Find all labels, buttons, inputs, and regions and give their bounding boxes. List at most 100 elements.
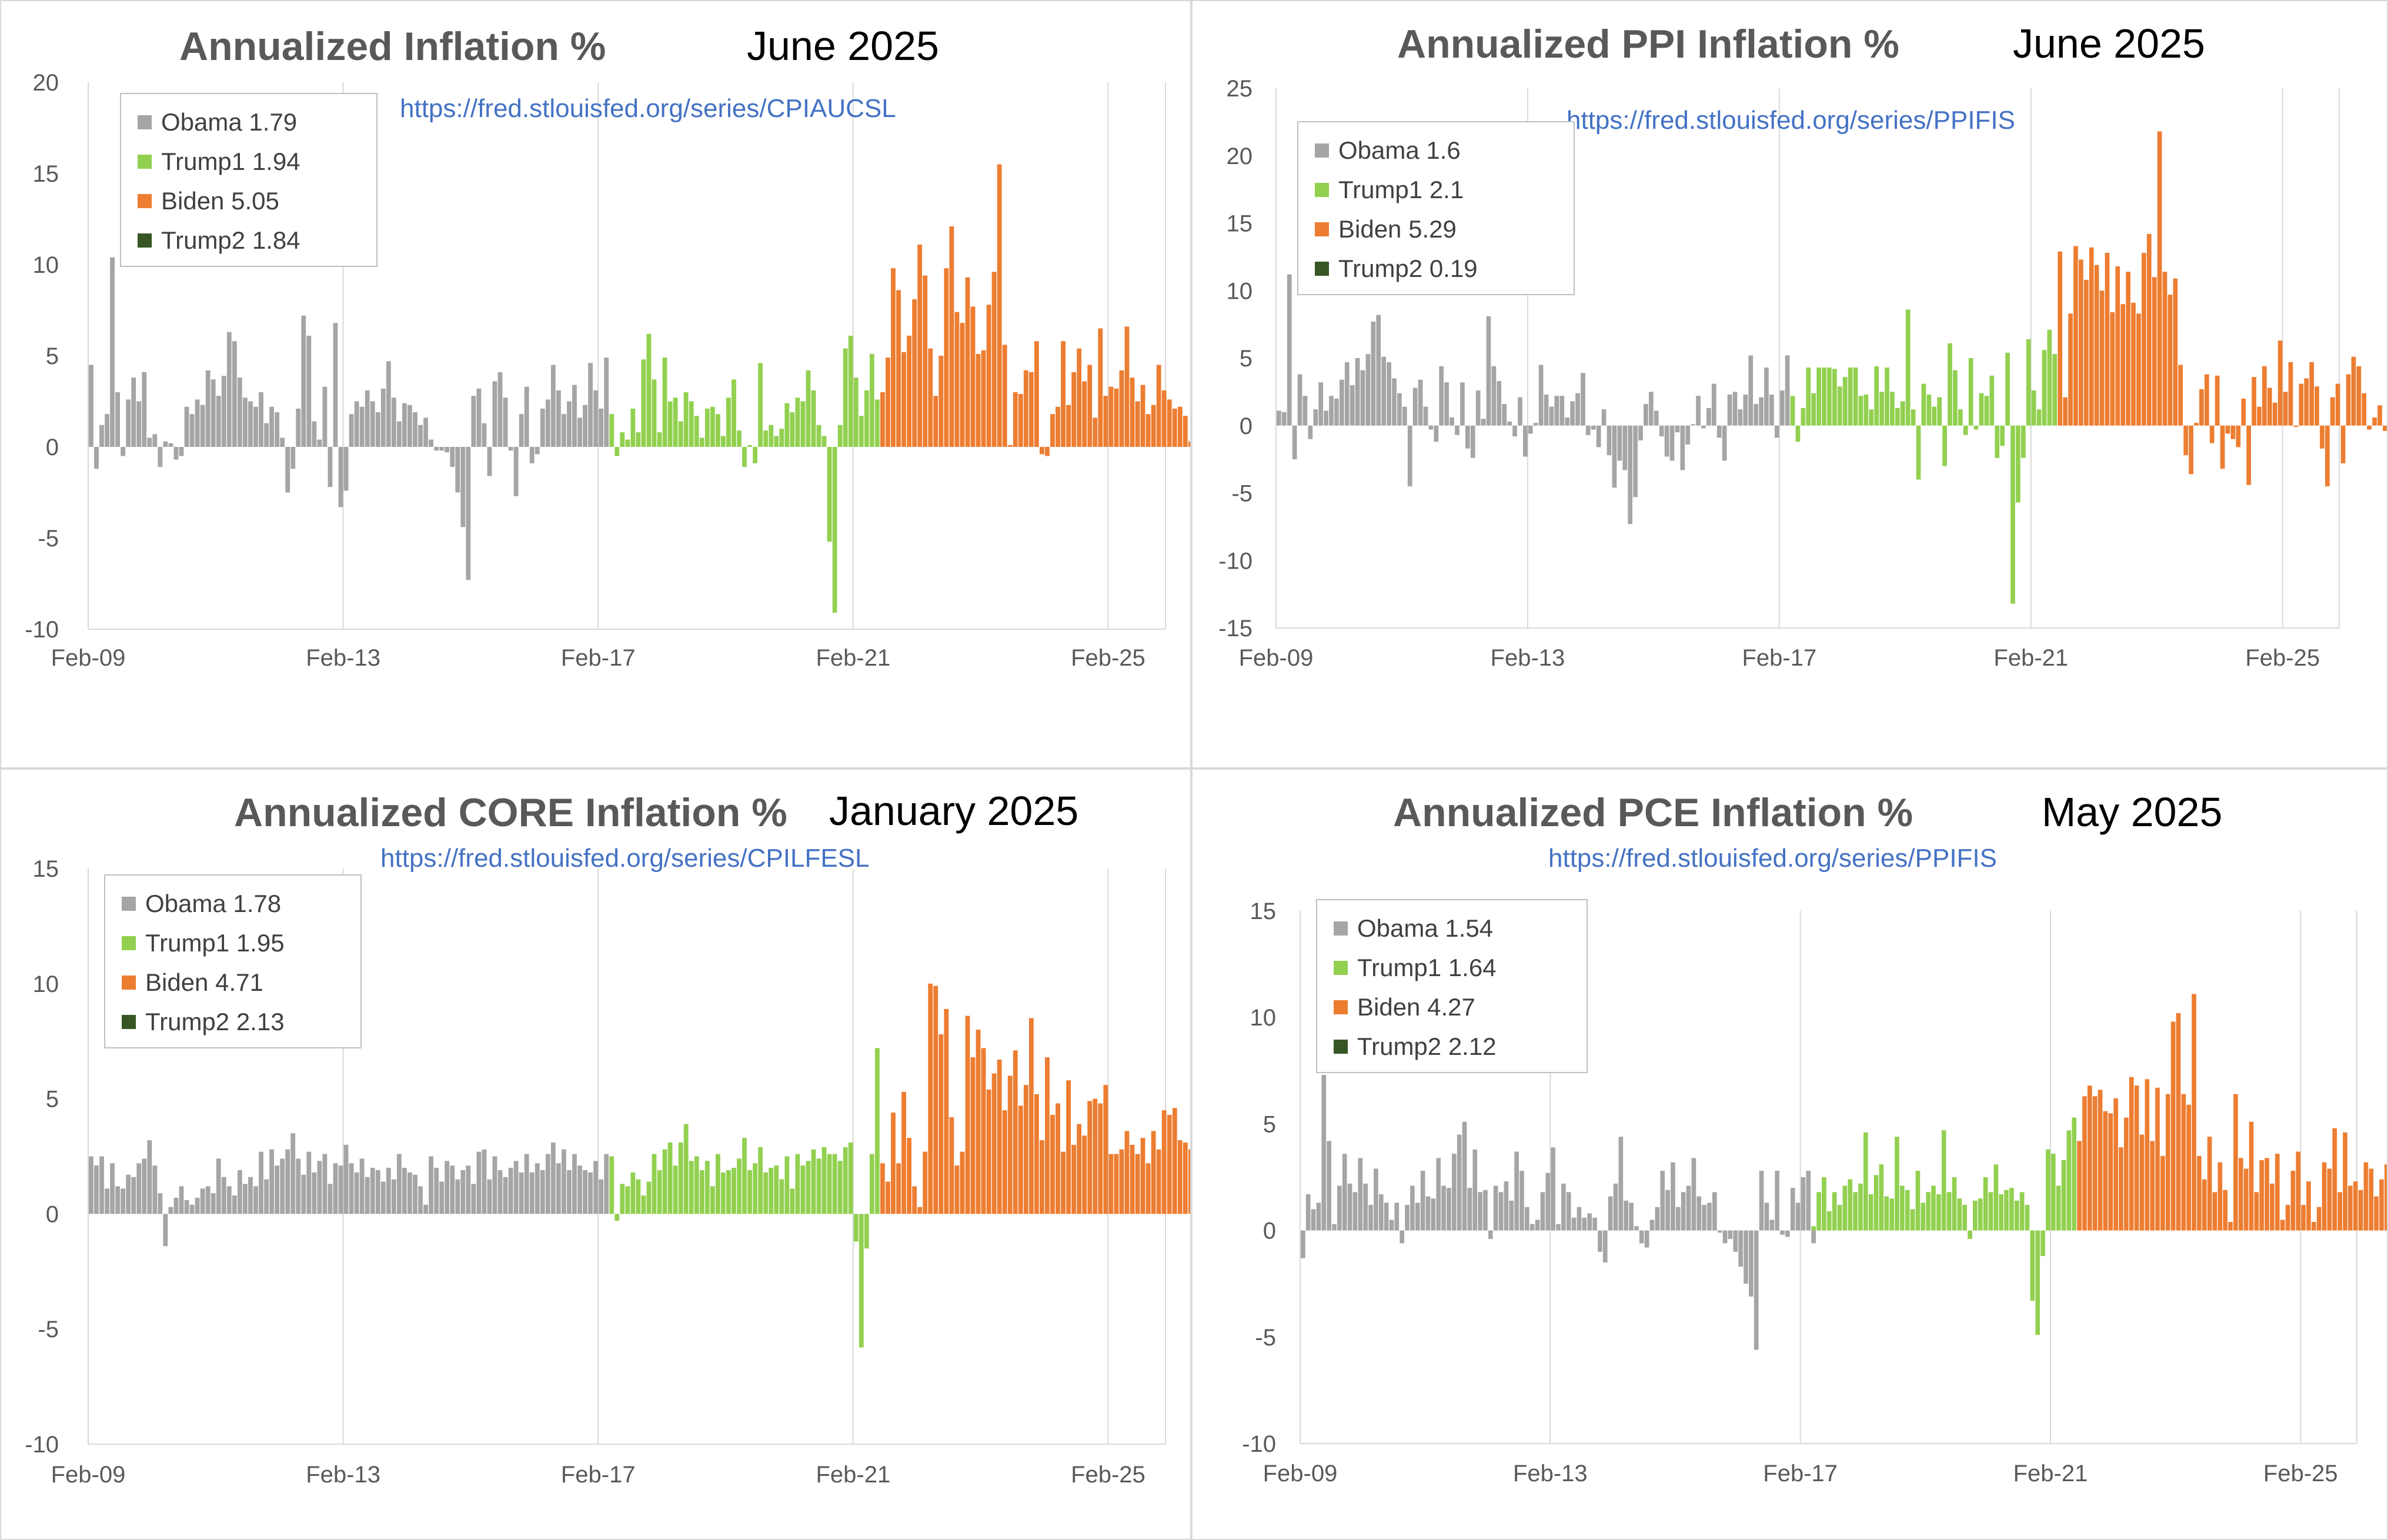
bar-biden: [886, 1181, 890, 1214]
bar-obama: [1681, 1192, 1686, 1231]
bar-obama: [1759, 397, 1764, 426]
bar-obama: [269, 406, 274, 447]
bar-biden: [1061, 341, 1066, 447]
bar-trump1: [758, 363, 763, 447]
bar-obama: [1467, 1188, 1472, 1231]
bar-obama: [179, 447, 184, 456]
bar-biden: [1108, 1154, 1114, 1214]
bar-obama: [1374, 1168, 1378, 1231]
bar-obama: [1575, 393, 1580, 426]
legend-item-obama: Obama 1.54: [1334, 908, 1570, 948]
bar-trump1: [641, 1195, 646, 1214]
y-tick-label: 10: [33, 971, 59, 997]
source-url[interactable]: https://fred.stlouisfed.org/series/CPIAU…: [400, 94, 896, 123]
bar-biden: [2186, 1104, 2192, 1231]
bar-obama: [1638, 425, 1643, 440]
bar-obama: [301, 1174, 306, 1214]
x-tick-label: Feb-13: [306, 645, 380, 671]
bar-obama: [269, 1149, 274, 1214]
bar-obama: [1587, 1213, 1592, 1231]
bar-obama: [1607, 425, 1612, 456]
bar-obama: [1455, 425, 1459, 435]
bar-obama: [280, 1158, 285, 1214]
bar-biden: [2215, 375, 2220, 426]
bar-obama: [1566, 1192, 1571, 1231]
source-url[interactable]: https://fred.stlouisfed.org/series/PPIFI…: [1567, 106, 2015, 135]
bar-biden: [2262, 366, 2267, 426]
bar-biden: [949, 1117, 954, 1214]
bar-obama: [1759, 1171, 1764, 1231]
bar-trump1: [859, 416, 864, 447]
bar-trump1: [1816, 1192, 1821, 1231]
bar-obama: [1502, 404, 1507, 426]
x-tick-label: Feb-21: [2013, 1461, 2088, 1486]
bar-biden: [2152, 277, 2157, 426]
x-tick-label: Feb-25: [2263, 1461, 2338, 1486]
bar-obama: [1644, 1230, 1649, 1248]
legend-swatch-trump1: [1315, 182, 1329, 197]
y-tick-label: 15: [33, 856, 59, 882]
bar-obama: [445, 1161, 450, 1214]
bar-biden: [2068, 313, 2073, 426]
legend-item-obama: Obama 1.79: [138, 102, 360, 142]
bar-trump1: [636, 432, 641, 447]
bar-biden: [1061, 1151, 1066, 1214]
source-url[interactable]: https://fred.stlouisfed.org/series/CPILF…: [380, 844, 870, 873]
bar-obama: [1441, 1185, 1446, 1231]
bar-biden: [1098, 328, 1103, 447]
bar-biden: [912, 1186, 917, 1214]
bar-trump1: [837, 425, 843, 447]
bar-obama: [380, 388, 386, 447]
bar-trump1: [2026, 339, 2031, 426]
source-url[interactable]: https://fred.stlouisfed.org/series/PPIFI…: [1548, 844, 1997, 873]
bar-trump1: [1895, 1137, 1899, 1231]
y-tick-label: 10: [33, 252, 59, 278]
bar-obama: [1629, 1202, 1634, 1231]
bar-biden: [1151, 1131, 1156, 1214]
bar-obama: [1696, 1196, 1702, 1231]
bar-obama: [391, 397, 396, 447]
panel-pce: -10 -5 0 5 10 15 Feb-09 Feb-13 Feb-17 Feb-21 Feb-2…: [1191, 769, 2388, 1540]
bar-obama: [423, 1204, 428, 1214]
bar-biden: [1151, 405, 1156, 447]
y-tick-label: 0: [46, 1201, 59, 1227]
bar-obama: [232, 341, 237, 447]
bar-obama: [168, 1207, 173, 1214]
bar-biden: [1145, 1163, 1151, 1214]
bar-obama: [1352, 1192, 1358, 1231]
bar-trump1: [1811, 1226, 1816, 1231]
bar-biden: [2217, 1162, 2223, 1231]
legend-label: Trump2 0.19: [1338, 254, 1478, 282]
bar-trump1: [1911, 409, 1916, 426]
bar-obama: [535, 1163, 540, 1214]
bar-trump1: [625, 1186, 630, 1214]
bar-obama: [1431, 1198, 1436, 1231]
bar-biden: [933, 396, 938, 447]
bar-obama: [168, 443, 173, 447]
bar-trump1: [1890, 392, 1895, 426]
bar-biden: [2173, 278, 2178, 426]
bar-obama: [604, 1154, 609, 1214]
bar-biden: [1130, 378, 1135, 447]
bar-obama: [1311, 1209, 1316, 1231]
bar-obama: [1332, 1224, 1337, 1231]
bar-obama: [1790, 1188, 1795, 1231]
bar-biden: [2129, 1077, 2134, 1231]
bar-obama: [1675, 1207, 1681, 1231]
x-tick-label: Feb-17: [1742, 645, 1816, 671]
legend-swatch-obama: [138, 115, 152, 129]
bar-obama: [1318, 382, 1324, 426]
bar-biden: [2134, 1085, 2139, 1231]
bar-trump1: [2047, 329, 2052, 426]
bar-biden: [1034, 341, 1039, 447]
bar-obama: [1457, 1134, 1462, 1231]
bar-obama: [604, 358, 609, 447]
bar-trump1: [2040, 1230, 2045, 1257]
y-tick-label: 0: [1240, 413, 1253, 439]
bar-obama: [1308, 425, 1313, 439]
bar-obama: [1423, 406, 1428, 426]
bar-obama: [593, 390, 599, 447]
bar-trump1: [1853, 368, 1858, 426]
bar-obama: [1549, 406, 1554, 426]
bar-trump1: [864, 1214, 869, 1249]
